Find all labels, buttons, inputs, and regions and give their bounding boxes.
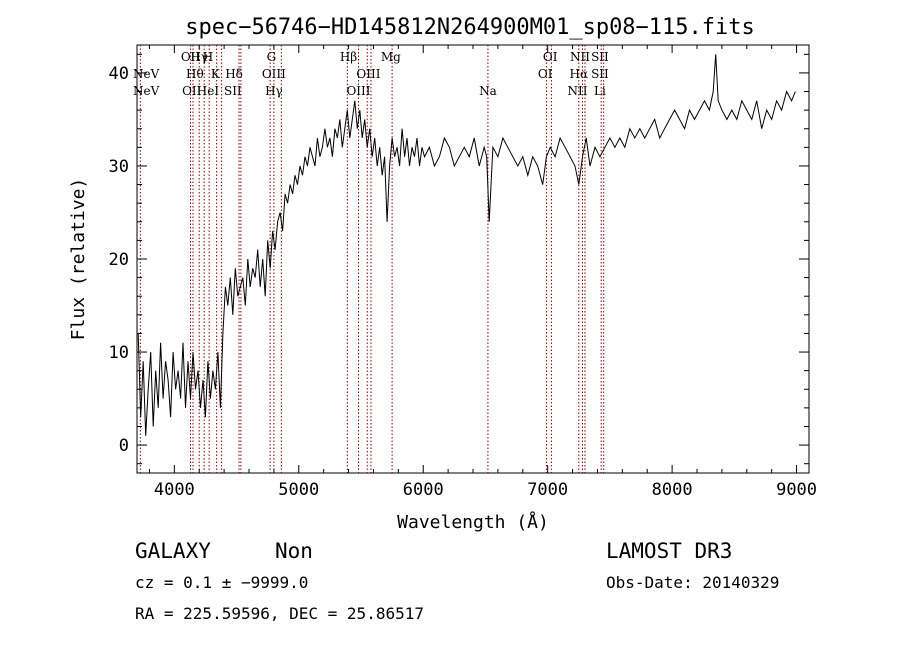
axis-tick-layer: 4000 5000 6000 7000 8000 9000 0 10 20 30 40 <box>109 45 817 500</box>
coordinates-line: RA = 225.59596, DEC = 25.86517 <box>135 604 424 623</box>
spectral-line-label: NII <box>568 84 588 98</box>
x-axis-label: Wavelength (Å) <box>397 511 549 533</box>
spectral-line-label: K <box>211 67 221 81</box>
plot-frame <box>136 44 810 474</box>
spectral-line-label: Li <box>594 84 606 98</box>
spectral-line-label: Hγ <box>190 50 208 64</box>
y-tick-label: 30 <box>109 157 129 177</box>
spectral-line-label: NeV <box>133 84 160 98</box>
spectral-line-label: SII <box>591 67 609 81</box>
y-tick-label: 10 <box>109 343 129 363</box>
y-tick-label: 0 <box>119 436 129 456</box>
spectral-line-label: OI <box>538 67 553 81</box>
spectral-line-label: OII <box>182 84 202 98</box>
x-tick-label: 5000 <box>278 480 319 500</box>
spectrum-line <box>137 54 796 436</box>
x-tick-label: 6000 <box>403 480 444 500</box>
spectral-line-label: Hθ <box>186 67 204 81</box>
x-tick-label: 9000 <box>776 480 817 500</box>
spectral-line-label: OIII <box>346 84 370 98</box>
redshift-line: cz = 0.1 ± −9999.0 <box>135 573 308 592</box>
subclass-label: Non <box>275 539 313 563</box>
chart-title: spec−56746−HD145812N264900M01_sp08−115.f… <box>185 15 755 40</box>
spectral-line-label: OII <box>181 50 201 64</box>
spectral-line-label: Hγ <box>265 84 283 98</box>
spectral-line-label: NII <box>570 50 590 64</box>
x-tick-label: 7000 <box>527 480 568 500</box>
spectral-line-label: HeI <box>197 84 220 98</box>
spectral-line-label: Hδ <box>225 67 243 81</box>
spectral-line-label: Na <box>479 84 497 98</box>
spectral-line-label: NeV <box>133 67 160 81</box>
spectral-line-label: H <box>203 50 213 64</box>
survey-label: LAMOST DR3 <box>606 539 732 563</box>
x-tick-label: 8000 <box>652 480 693 500</box>
spectral-line-label: Hα <box>569 67 588 81</box>
spectral-line-label: OIII <box>356 67 380 81</box>
spectral-line-label: SII <box>591 50 609 64</box>
x-tick-label: 4000 <box>154 480 195 500</box>
spectral-line-label: G <box>267 50 277 64</box>
spectral-line-label: OIII <box>262 67 286 81</box>
spectral-line-label: Mg <box>381 50 401 64</box>
line-marker-layer <box>139 45 605 473</box>
y-axis-label: Flux (relative) <box>68 178 89 341</box>
spectral-line-label: Hβ <box>340 50 357 64</box>
y-tick-label: 20 <box>109 250 129 270</box>
y-tick-label: 40 <box>109 64 129 84</box>
spectral-line-label: OI <box>543 50 558 64</box>
obs-date: Obs-Date: 20140329 <box>606 573 779 592</box>
spectral-line-label: SII <box>224 84 242 98</box>
class-label: GALAXY <box>135 539 211 563</box>
